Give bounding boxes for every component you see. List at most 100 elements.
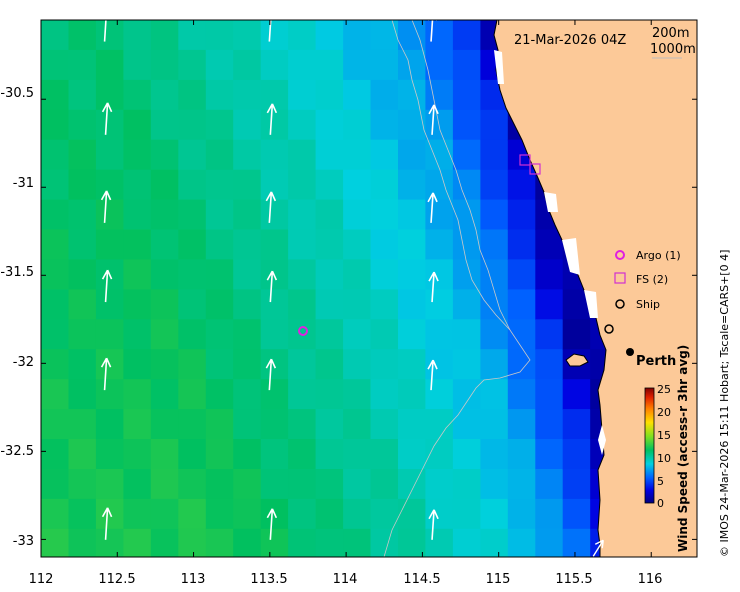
heatmap-cell: [315, 109, 344, 141]
heatmap-cell: [452, 49, 481, 81]
y-tick-label: -31.5: [0, 265, 34, 280]
heatmap-cell: [95, 379, 124, 410]
heatmap-cell: [41, 349, 70, 380]
marker-legend: Argo (1) FS (2) Ship: [614, 249, 681, 311]
colorbar-label: Wind Speed (access-r 3hr avg): [676, 345, 690, 552]
heatmap-cell: [370, 169, 399, 201]
heatmap-cell: [288, 498, 317, 530]
x-tick-label: 112: [29, 572, 54, 587]
x-tick-label: 115.5: [555, 572, 592, 587]
heatmap-cell: [562, 379, 591, 410]
heatmap-cell: [452, 439, 481, 470]
wind-arrow: [268, 20, 272, 42]
heatmap-cell: [68, 439, 97, 470]
heatmap-cell: [178, 169, 207, 201]
heatmap-cell: [150, 20, 179, 51]
heatmap-cell: [205, 229, 234, 260]
heatmap-cell: [343, 79, 372, 111]
heatmap-cell: [507, 199, 536, 231]
heatmap-cell: [343, 498, 372, 530]
heatmap-cell: [41, 469, 70, 500]
heatmap-cell: [590, 20, 619, 21]
heatmap-cell: [41, 319, 42, 350]
heatmap-cell: [68, 79, 97, 111]
heatmap-cell: [68, 349, 97, 380]
heatmap-cell: [178, 199, 207, 231]
heatmap-cell: [151, 559, 179, 590]
heatmap-cell: [700, 200, 728, 231]
heatmap-cell: [260, 319, 289, 350]
heatmap-cell: [315, 49, 344, 81]
heatmap-cell: [672, 20, 697, 21]
heatmap-cell: [178, 139, 207, 171]
heatmap-cell: [425, 319, 454, 350]
heatmap-cell: [233, 139, 262, 171]
heatmap-cell: [41, 409, 42, 440]
heatmap-cell: [178, 20, 207, 51]
heatmap-cell: [150, 409, 179, 440]
heatmap-cell: [425, 20, 454, 51]
heatmap-cell: [95, 319, 124, 350]
heatmap-cell: [452, 199, 481, 231]
heatmap-cell: [700, 50, 728, 81]
heatmap-cell: [123, 79, 152, 111]
heatmap-cell: [178, 469, 207, 500]
colorbar-tick: 15: [657, 429, 671, 442]
heatmap-cell: [398, 379, 427, 410]
heatmap-cell: [68, 20, 97, 21]
heatmap-cell: [68, 229, 97, 260]
heatmap-cell: [370, 79, 399, 111]
heatmap-cell: [205, 79, 234, 111]
heatmap-cell: [343, 229, 372, 260]
legend-argo-label: Argo (1): [636, 249, 681, 262]
heatmap-cell: [535, 379, 564, 410]
heatmap-cell: [150, 498, 179, 530]
wind-arrow: [427, 192, 438, 223]
heatmap-cell: [398, 20, 427, 21]
legend-fs-icon: [614, 272, 626, 284]
heatmap-cell: [370, 20, 399, 51]
heatmap-cell: [315, 169, 344, 201]
heatmap-cell: [95, 289, 124, 320]
heatmap-cell: [41, 20, 42, 21]
heatmap-cell: [69, 559, 97, 590]
heatmap-cell: [233, 349, 262, 380]
wind-arrow: [428, 509, 439, 540]
heatmap-cell: [425, 498, 454, 530]
heatmap-cell: [95, 79, 124, 111]
heatmap-cell: [123, 199, 152, 231]
heatmap-cell: [480, 379, 509, 410]
wind-arrow: [100, 357, 112, 391]
heatmap-cell: [233, 319, 262, 350]
heatmap-cell: [260, 289, 289, 320]
heatmap-cell: [150, 49, 179, 81]
heatmap-cell: [425, 199, 454, 231]
heatmap-cell: [507, 289, 536, 320]
heatmap-cell: [562, 528, 591, 557]
heatmap-cell: [343, 289, 372, 320]
heatmap-cell: [41, 199, 70, 231]
wind-arrow: [101, 102, 113, 135]
wind-arrow: [427, 359, 438, 391]
heatmap-cell: [205, 498, 234, 530]
heatmap-cell: [398, 199, 427, 231]
heatmap-cell: [452, 79, 481, 111]
heatmap-cell: [343, 379, 372, 410]
heatmap-cell: [645, 20, 674, 21]
heatmap-cell: [178, 289, 207, 320]
heatmap-cell: [535, 229, 564, 260]
heatmap-cell: [288, 229, 317, 260]
heatmap-cell: [425, 469, 454, 500]
heatmap-cell: [178, 409, 207, 440]
heatmap-cell: [370, 259, 399, 290]
heatmap-cell: [700, 110, 728, 141]
heatmap-cell: [343, 349, 372, 380]
y-tick-label: -32.5: [0, 444, 34, 459]
heatmap-cell: [233, 199, 262, 231]
heatmap-cell: [425, 109, 454, 141]
heatmap-cell: [41, 229, 70, 260]
heatmap-cell: [205, 169, 234, 201]
heatmap-cell: [178, 109, 207, 141]
heatmap-cell: [562, 469, 591, 500]
heatmap-cell: [315, 439, 344, 470]
